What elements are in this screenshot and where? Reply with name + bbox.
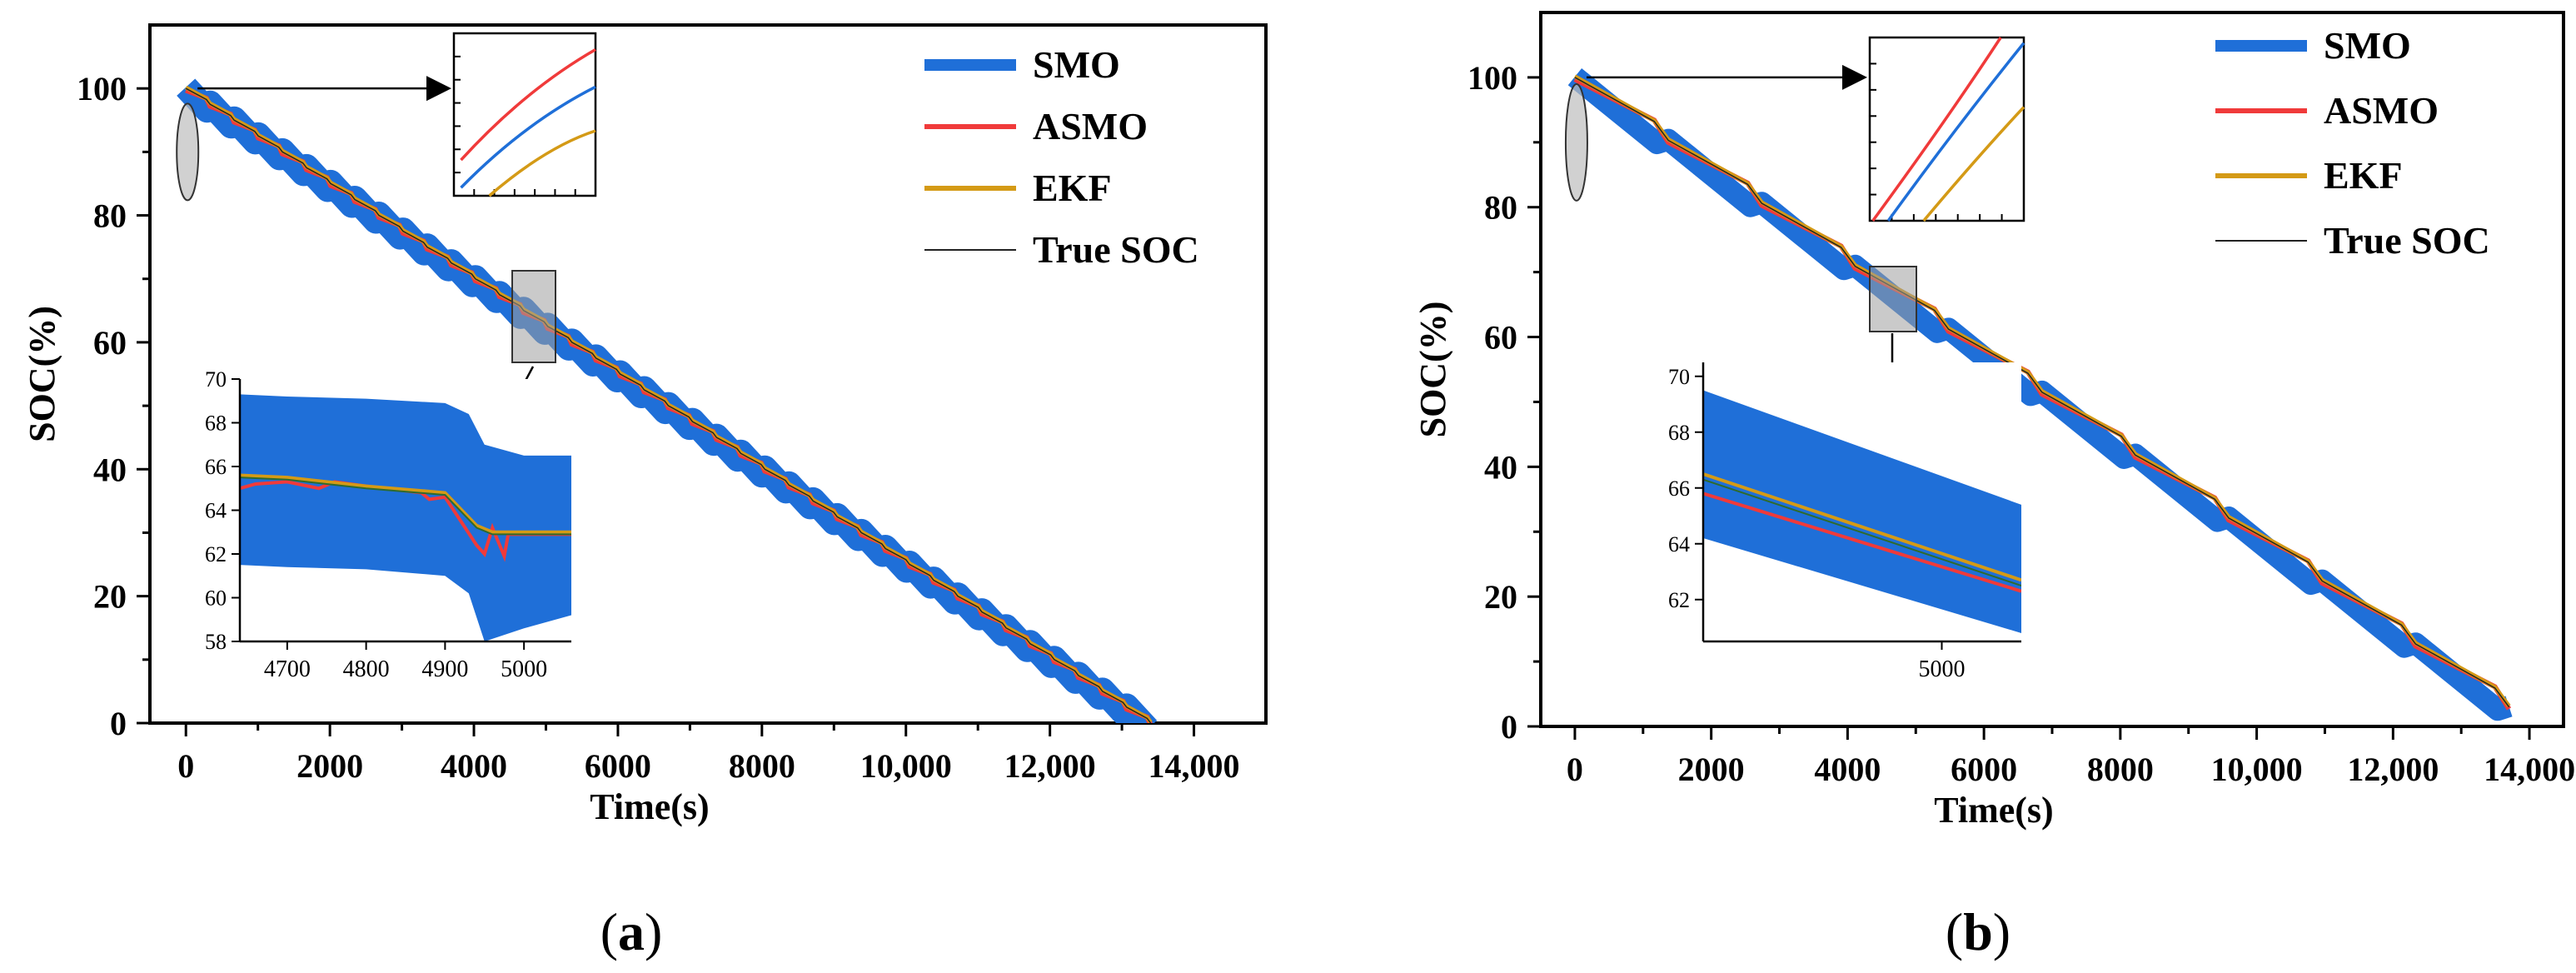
x-tick-label: 14,000 — [2484, 751, 2575, 788]
inset-x-tick-label: 5000 — [501, 656, 547, 682]
inset-asmo-series — [1703, 491, 2021, 593]
legend-label: True SOC — [2324, 219, 2490, 262]
inset-y-tick-label: 70 — [1668, 365, 1690, 389]
x-tick-label: 8000 — [2087, 751, 2154, 788]
y-tick-label: 80 — [93, 197, 127, 235]
x-tick-label: 10,000 — [860, 747, 952, 785]
inset-asmo-series — [240, 480, 571, 562]
zoom-ellipse — [176, 102, 200, 202]
inset-y-tick-label: 62 — [1668, 588, 1690, 612]
y-tick-label: 0 — [1501, 708, 1517, 746]
y-tick-label: 100 — [77, 70, 127, 107]
x-tick-label: 8000 — [729, 747, 795, 785]
inset-y-tick-label: 68 — [1668, 421, 1690, 445]
y-tick-label: 60 — [93, 324, 127, 362]
inset-y-tick-label: 60 — [205, 586, 227, 611]
chart-panel-b: 0 2000 4000 6000 8000 10,000 12,000 14,000 0 20 40… — [1413, 11, 2575, 961]
plot-frame — [148, 23, 1268, 725]
x-tick-label: 4000 — [441, 747, 507, 785]
inset-true-soc-series — [1703, 478, 2021, 586]
y-tick-label: 40 — [93, 451, 127, 488]
chart-panel-a: 0 2000 4000 6000 8000 10,000 12,000 14,000 0 20 40… — [22, 23, 1268, 961]
inset-x-tick-label: 5000 — [1919, 656, 1966, 682]
ekf-zoom-curve — [488, 129, 596, 197]
x-tick-label: 4000 — [1814, 751, 1881, 788]
ekf-zoom-curve — [1922, 106, 2025, 222]
panel-caption: (b) — [1946, 902, 2010, 961]
asmo-zoom-curve — [460, 47, 596, 162]
inset-y-tick-label: 66 — [1668, 477, 1690, 501]
panel-caption: (a) — [600, 902, 663, 961]
plot-area — [177, 78, 1159, 723]
x-tick-label: 10,000 — [2211, 751, 2303, 788]
inset-y-tick-label: 64 — [205, 499, 227, 523]
x-axis-title: Time(s) — [590, 786, 709, 827]
inset-y-tick-label: 66 — [205, 455, 227, 479]
zoom-rect — [511, 270, 556, 363]
y-axis-title: SOC(%) — [1413, 302, 1453, 438]
x-tick-label: 12,000 — [2347, 751, 2439, 788]
inset-smo-band — [240, 394, 571, 641]
inset-plot-area — [240, 394, 571, 641]
x-tick-label: 6000 — [1951, 751, 2017, 788]
inset-y-tick-label: 68 — [205, 412, 227, 436]
inset-y-tick-label: 64 — [1668, 532, 1690, 556]
y-tick-label: 80 — [1484, 189, 1517, 227]
top-inset-frame — [452, 32, 597, 197]
legend-label: ASMO — [1033, 105, 1148, 147]
inset-ekf-series — [1703, 472, 2021, 582]
legend-label: EKF — [1033, 167, 1112, 209]
zoom-ellipse — [1564, 82, 1588, 202]
y-tick-label: 100 — [1467, 59, 1517, 97]
legend-label: ASMO — [2324, 89, 2439, 132]
y-tick-label: 40 — [1484, 448, 1517, 486]
x-axis-title: Time(s) — [1934, 790, 2053, 831]
x-tick-label: 2000 — [1678, 751, 1745, 788]
legend-label: EKF — [2324, 154, 2403, 197]
inset-y-tick-label: 70 — [205, 367, 227, 392]
smo-zoom-curve — [1886, 42, 2025, 222]
inset-smo-band — [1703, 390, 2021, 633]
inset-plot-area — [1703, 390, 2021, 633]
x-tick-label: 2000 — [296, 747, 363, 785]
y-tick-label: 0 — [110, 705, 127, 742]
y-tick-label: 20 — [1484, 578, 1517, 616]
inset-y-tick-label: 58 — [205, 630, 227, 654]
smo-zoom-curve — [460, 85, 596, 189]
y-axis-title: SOC(%) — [22, 306, 62, 442]
inset-true-soc-series — [240, 477, 571, 536]
caption-letter: a — [618, 902, 645, 961]
inset-x-tick-label: 4700 — [264, 656, 311, 682]
inset-x-tick-label: 4800 — [343, 656, 390, 682]
y-tick-label: 60 — [1484, 319, 1517, 357]
inset-x-tick-label: 4900 — [421, 656, 468, 682]
plot-area — [1567, 68, 2513, 721]
y-tick-label: 20 — [93, 578, 127, 616]
legend-label: True SOC — [1033, 228, 1199, 271]
x-tick-label: 0 — [1567, 751, 1583, 788]
x-tick-label: 12,000 — [1004, 747, 1096, 785]
inset-y-tick-label: 62 — [205, 542, 227, 566]
true-soc-series — [185, 87, 1152, 723]
x-tick-label: 0 — [177, 747, 194, 785]
true-soc-series — [1574, 77, 2510, 708]
x-tick-label: 14,000 — [1148, 747, 1240, 785]
caption-letter: b — [1963, 902, 1993, 961]
x-tick-label: 6000 — [585, 747, 651, 785]
zoom-rect — [1869, 266, 1917, 332]
asmo-zoom-curve — [1871, 37, 2002, 222]
legend-label: SMO — [1033, 43, 1120, 86]
legend-label: SMO — [2324, 24, 2411, 67]
inset-ekf-series — [240, 473, 571, 534]
